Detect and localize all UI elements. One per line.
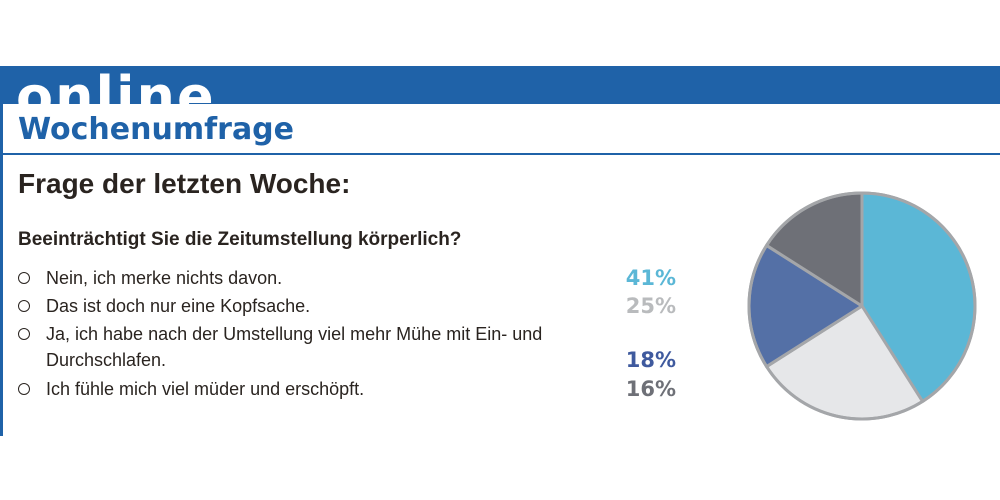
- subtitle-divider: [0, 153, 1000, 155]
- banner-title: online: [16, 66, 216, 105]
- radio-bullet-icon: [18, 383, 30, 395]
- answer-option-2: Das ist doch nur eine Kopfsache.: [18, 293, 586, 319]
- pie-outline: [747, 191, 977, 421]
- answer-percentage: 25%: [625, 294, 676, 318]
- answer-percentage: 16%: [625, 377, 676, 401]
- answer-label: Ja, ich habe nach der Umstellung viel me…: [46, 324, 543, 370]
- answer-label: Nein, ich merke nichts davon.: [46, 268, 283, 288]
- answer-label: Das ist doch nur eine Kopfsache.: [46, 296, 311, 316]
- radio-bullet-icon: [18, 272, 30, 284]
- radio-bullet-icon: [18, 328, 30, 340]
- answer-percentage: 18%: [625, 348, 676, 372]
- left-accent-rule: [0, 66, 3, 436]
- answer-option-3: Ja, ich habe nach der Umstellung viel me…: [18, 321, 586, 373]
- poll-question: Beeinträchtigt Sie die Zeitumstellung kö…: [18, 229, 462, 250]
- header-banner: online: [0, 66, 1000, 104]
- answer-percentage: 41%: [625, 266, 676, 290]
- answer-option-4: Ich fühle mich viel müder und erschöpft.: [18, 376, 586, 402]
- poll-heading: Frage der letzten Woche:: [18, 168, 351, 199]
- pie-chart: [747, 191, 977, 421]
- section-subtitle: Wochenumfrage: [18, 112, 295, 147]
- answer-label: Ich fühle mich viel müder und erschöpft.: [46, 379, 365, 399]
- answer-option-1: Nein, ich merke nichts davon.: [18, 265, 586, 291]
- radio-bullet-icon: [18, 300, 30, 312]
